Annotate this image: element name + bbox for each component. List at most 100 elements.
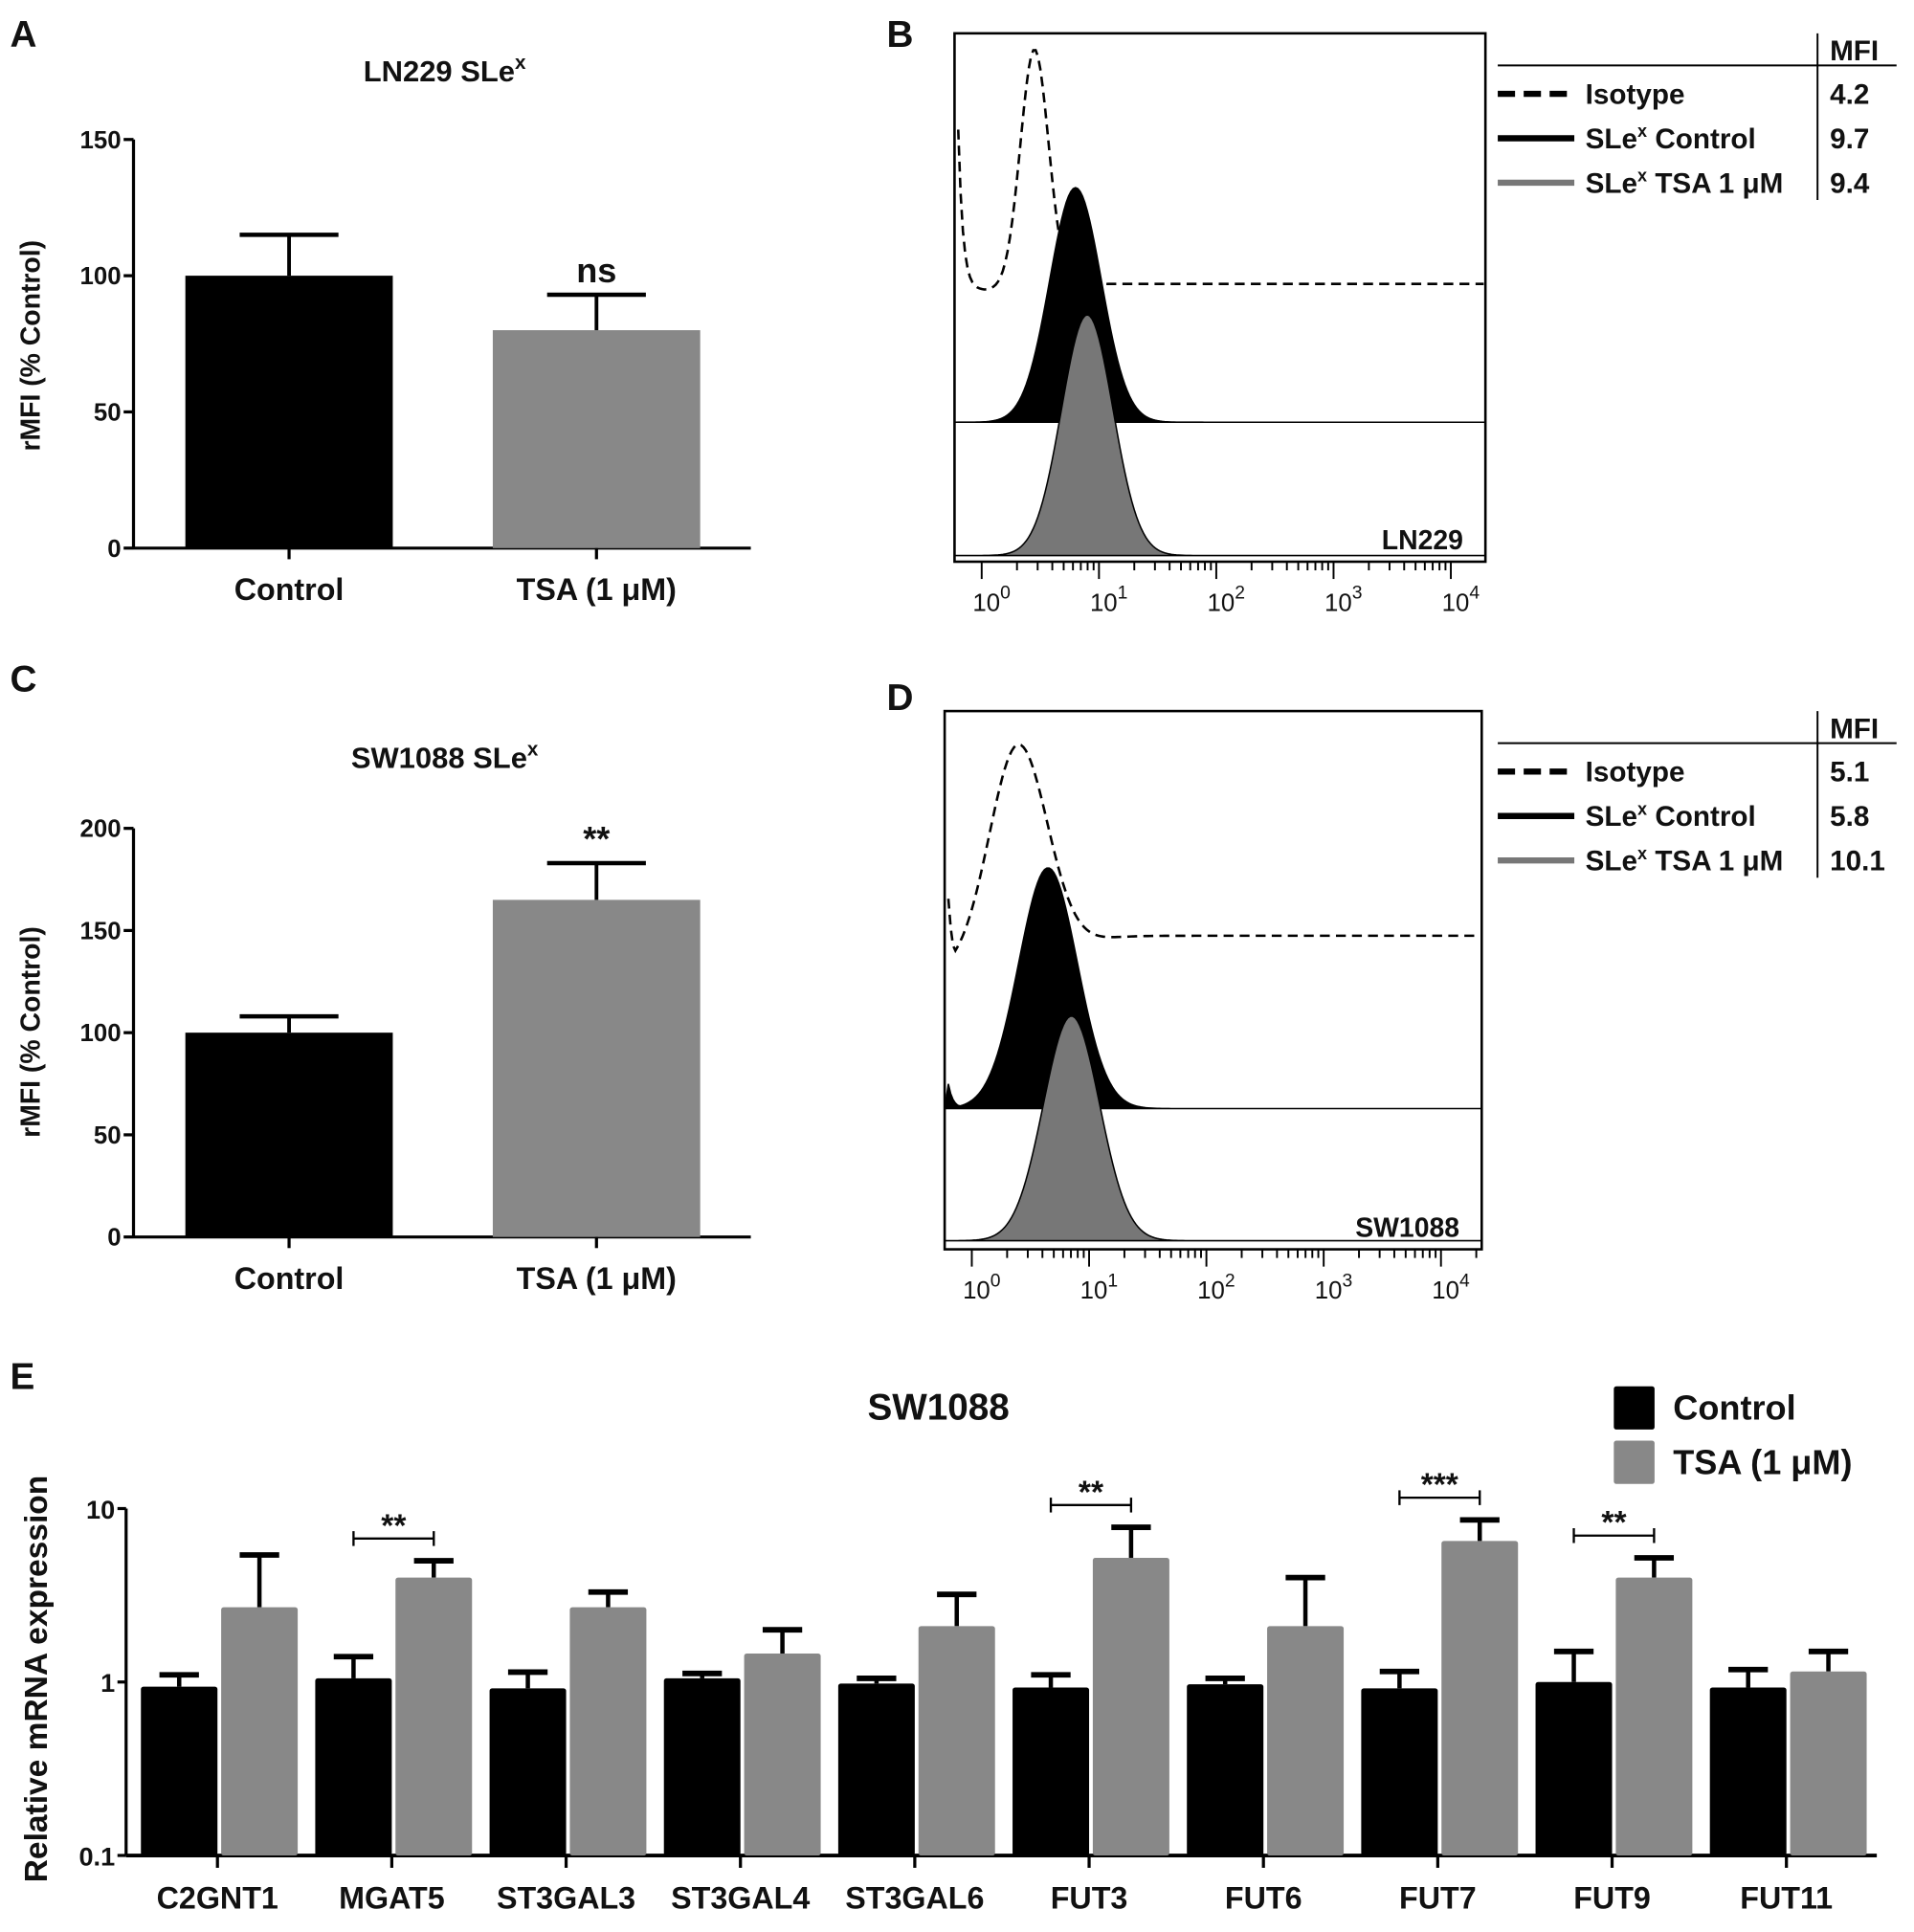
bar-control <box>663 1677 741 1856</box>
significance-label: ** <box>583 819 611 858</box>
x-tick-label: ST3GAL6 <box>845 1880 984 1915</box>
x-tick-label: TSA (1 μM) <box>517 1261 677 1296</box>
histogram-isotype <box>957 49 1484 291</box>
y-tick-label: 1 <box>100 1668 115 1698</box>
significance-label: ** <box>381 1508 407 1543</box>
x-tick-label: 104 <box>1432 1270 1470 1304</box>
legend-label: SLex TSA 1 μM <box>1586 844 1784 877</box>
x-tick-label: 102 <box>1208 583 1245 617</box>
y-tick-label: 150 <box>80 127 122 154</box>
y-tick-label: 0.1 <box>78 1841 115 1871</box>
x-tick-label: 101 <box>1090 583 1127 617</box>
bar-control <box>1535 1681 1613 1856</box>
bar-control <box>1013 1687 1090 1856</box>
legend-swatch-tsa <box>1614 1440 1655 1484</box>
bar-control <box>1187 1684 1264 1856</box>
panel-e-title: SW1088 <box>867 1388 1009 1429</box>
legend-mfi-value: 5.8 <box>1830 801 1869 833</box>
legend-label: SLex Control <box>1586 122 1756 155</box>
cell-line-label: LN229 <box>1382 525 1463 556</box>
panel-a-title: LN229 SLex <box>364 52 526 88</box>
legend-header: MFI <box>1830 713 1879 744</box>
bar-tsa <box>1441 1541 1519 1856</box>
x-tick-label: FUT11 <box>1740 1880 1833 1915</box>
bar-control <box>141 1686 218 1856</box>
legend-mfi-value: 10.1 <box>1830 846 1885 877</box>
panel-b-histogram: 100 101 102 103 104 LN229 MFI Isotype 4.2 SLex Co… <box>953 32 1897 617</box>
bar-control <box>1709 1687 1787 1856</box>
legend-header: MFI <box>1830 35 1879 67</box>
plot-frame <box>953 32 1487 564</box>
y-tick-label: 0 <box>107 536 121 563</box>
plot-frame <box>943 709 1483 1251</box>
x-tick-label: FUT7 <box>1399 1880 1477 1915</box>
legend-label: SLex Control <box>1586 799 1756 833</box>
histogram-tsa <box>945 1015 1482 1242</box>
legend-mfi-value: 4.2 <box>1830 78 1869 110</box>
bar-tsa <box>1615 1577 1693 1856</box>
y-tick-label: 0 <box>107 1225 121 1252</box>
legend-label: Isotype <box>1586 78 1685 110</box>
y-tick-label: 10 <box>86 1495 115 1524</box>
x-tick-label: FUT3 <box>1051 1880 1128 1915</box>
legend-swatch-control <box>1614 1386 1655 1430</box>
legend-label-control: Control <box>1673 1388 1795 1428</box>
x-tick-label: ST3GAL4 <box>671 1880 810 1915</box>
panel-label-d: D <box>886 677 913 719</box>
legend-label-tsa: TSA (1 μM) <box>1673 1442 1852 1481</box>
bar-tsa <box>1790 1671 1867 1856</box>
bar-tsa <box>395 1577 473 1856</box>
legend-mfi-value: 9.4 <box>1830 167 1870 199</box>
bar-control <box>489 1688 567 1856</box>
y-tick-label: 100 <box>80 263 122 290</box>
y-tick-label: 50 <box>94 1122 122 1149</box>
x-tick-label: TSA (1 μM) <box>517 572 677 607</box>
x-tick-label: 103 <box>1315 1270 1352 1304</box>
x-tick-label: FUT6 <box>1225 1880 1302 1915</box>
significance-label: *** <box>1421 1468 1459 1503</box>
bar-control <box>315 1677 392 1856</box>
bar-tsa <box>1092 1557 1169 1856</box>
panel-c-title: SW1088 SLex <box>351 739 539 775</box>
panel-e-bar-chart: 0.1 1 10 C2GNT1 MGAT5 ST3GAL3 ST3GAL4 ST3GAL6 FU… <box>78 1468 1878 1915</box>
legend-label: Isotype <box>1586 757 1685 788</box>
y-tick-label: 50 <box>94 399 122 426</box>
panel-label-e: E <box>10 1356 34 1397</box>
bar-control <box>837 1683 915 1856</box>
x-tick-label: 102 <box>1197 1270 1235 1304</box>
panel-d-histogram: 100 101 102 103 104 SW1088 MFI Isotype 5.1 SLex C… <box>943 709 1897 1304</box>
panel-c-bar-chart: 0 50 100 150 200 Control TSA (1 μM) ** <box>80 816 751 1296</box>
bar-control <box>185 1033 393 1237</box>
x-tick-label: 100 <box>972 583 1010 617</box>
bar-tsa <box>221 1607 299 1856</box>
panel-c-ylabel: rMFI (% Control) <box>15 926 46 1138</box>
x-tick-label: 104 <box>1442 583 1480 617</box>
y-tick-label: 100 <box>80 1020 122 1047</box>
panel-label-a: A <box>10 14 36 56</box>
x-tick-label: FUT9 <box>1573 1880 1651 1915</box>
panel-label-c: C <box>10 658 36 700</box>
bar-tsa <box>918 1626 995 1856</box>
x-tick-label: C2GNT1 <box>157 1880 278 1915</box>
significance-label: ** <box>1079 1475 1104 1510</box>
x-tick-label: 103 <box>1324 583 1362 617</box>
legend-mfi-value: 5.1 <box>1830 757 1869 788</box>
panel-e-ylabel: Relative mRNA expression <box>19 1476 55 1883</box>
bar-tsa <box>744 1653 821 1856</box>
legend-mfi-value: 9.7 <box>1830 123 1869 155</box>
bar-tsa <box>1267 1626 1345 1856</box>
histogram-control <box>954 187 1486 423</box>
legend-label: SLex TSA 1 μM <box>1586 167 1784 200</box>
histogram-tsa <box>954 314 1486 557</box>
x-tick-label: 101 <box>1080 1270 1118 1304</box>
bar-tsa <box>492 330 701 548</box>
bar-tsa <box>569 1607 647 1856</box>
cell-line-label: SW1088 <box>1355 1213 1459 1244</box>
x-tick-label: Control <box>234 572 345 607</box>
significance-label: ns <box>576 251 616 290</box>
bar-control <box>1361 1688 1438 1856</box>
bar-tsa <box>492 899 701 1237</box>
histogram-isotype <box>946 743 1477 954</box>
x-tick-label: 100 <box>963 1270 1000 1304</box>
